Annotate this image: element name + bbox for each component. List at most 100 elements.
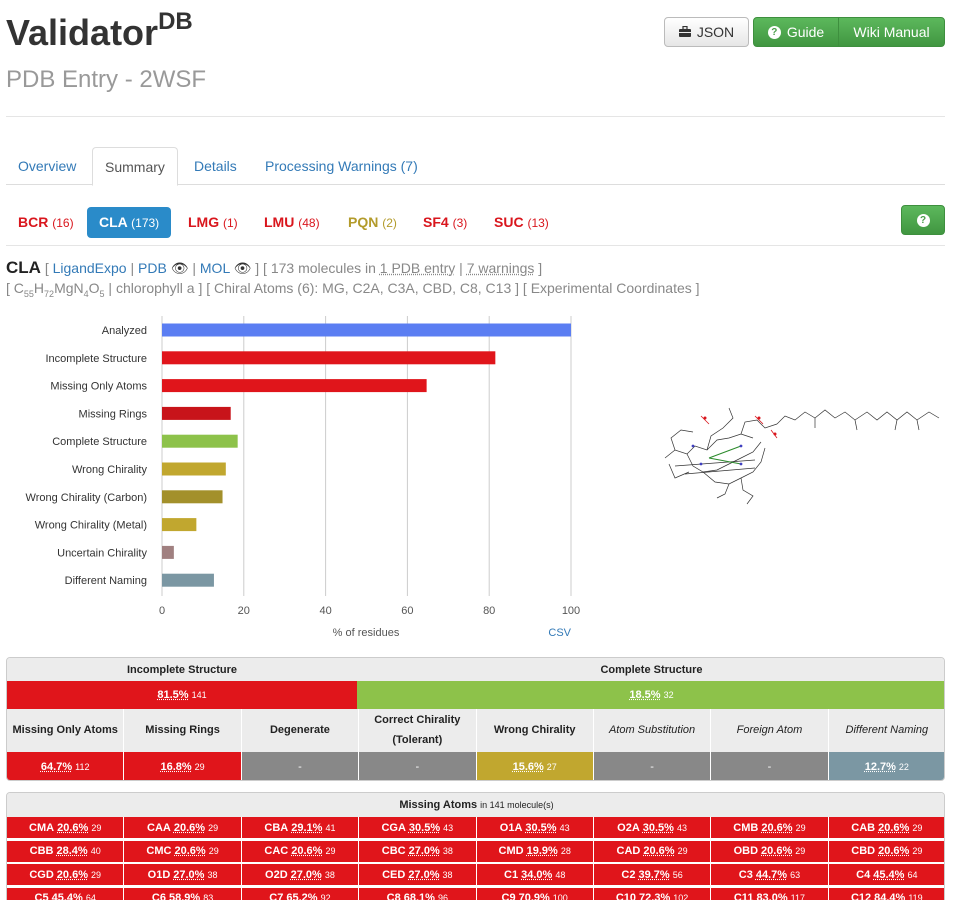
atom-percent: 20.6% [57,869,88,881]
summary-column-value[interactable]: 16.8% 29 [124,752,241,781]
atom-name: CGA [381,822,405,834]
guide-button[interactable]: ? Guide [753,17,839,47]
missing-atom-cell[interactable]: CBB 28.4% 40 [7,841,124,863]
missing-atom-cell[interactable]: CED 27.0% 38 [359,864,476,886]
chiral-atoms: Chiral Atoms (6): MG, C2A, C3A, CBD, C8,… [214,280,511,296]
ligand-divider [6,245,945,246]
bar [162,435,238,448]
missing-atom-cell[interactable]: CAB 20.6% 29 [829,817,945,839]
summary-count: 112 [75,762,89,772]
atom-count: 43 [560,823,570,833]
pdb-link[interactable]: PDB [138,260,167,276]
tab-processing-warnings[interactable]: Processing Warnings (7) [253,147,430,185]
atom-name: C9 [502,892,516,900]
summary-column-value[interactable]: 64.7% 112 [7,752,124,781]
atom-name: O2A [617,822,640,834]
ligandexpo-link[interactable]: LigandExpo [53,260,127,276]
missing-atom-cell[interactable]: CAC 20.6% 29 [242,841,359,863]
missing-atom-cell[interactable]: C11 83.0% 117 [711,888,828,900]
atom-count: 29 [91,870,101,880]
missing-atom-cell[interactable]: O2D 27.0% 38 [242,864,359,886]
missing-atom-cell[interactable]: CGA 30.5% 43 [359,817,476,839]
ligand-pill-cla[interactable]: CLA (173) [87,207,171,238]
summary-column-value[interactable]: 12.7% 22 [829,752,945,781]
atom-percent: 70.9% [519,892,550,900]
x-tick-label: 100 [562,605,580,617]
missing-atom-cell[interactable]: C5 45.4% 64 [7,888,124,900]
missing-atom-cell[interactable]: CBA 29.1% 41 [242,817,359,839]
tab-details[interactable]: Details [182,147,249,185]
atom-count: 38 [207,870,217,880]
ligand-pill-bcr[interactable]: BCR (16) [6,207,86,238]
molecules-count: 173 molecules in [271,260,376,276]
summary-column-value[interactable]: 15.6% 27 [477,752,594,781]
category-label: Complete Structure [52,436,147,448]
missing-atom-cell[interactable]: O2A 30.5% 43 [594,817,711,839]
missing-atom-cell[interactable]: C4 45.4% 64 [829,864,945,886]
ligand-pill-suc[interactable]: SUC (13) [482,207,561,238]
summary-column-value: - [711,752,828,781]
missing-atom-cell[interactable]: C3 44.7% 63 [711,864,828,886]
wiki-manual-button[interactable]: Wiki Manual [838,17,945,47]
tab-summary[interactable]: Summary [92,147,178,186]
molecule-structure-image [645,388,945,513]
missing-atom-cell[interactable]: O1A 30.5% 43 [477,817,594,839]
missing-atom-cell[interactable]: OBD 20.6% 29 [711,841,828,863]
complete-structure-header: Complete Structure [357,658,945,681]
warnings-link[interactable]: 7 warnings [467,260,535,276]
atom-percent: 30.5% [643,822,674,834]
pdb-entry-link[interactable]: 1 PDB entry [380,260,455,276]
missing-atom-cell[interactable]: CGD 20.6% 29 [7,864,124,886]
summary-column-header: Foreign Atom [711,709,828,752]
eye-icon[interactable]: 👁 [234,260,252,276]
mol-link[interactable]: MOL [200,260,230,276]
atom-percent: 30.5% [525,822,556,834]
atom-name: C1 [504,869,518,881]
missing-atom-cell[interactable]: CMC 20.6% 29 [124,841,241,863]
x-tick-label: 80 [483,605,495,617]
csv-link[interactable]: CSV [548,627,571,639]
atom-name: C11 [734,892,754,900]
json-button[interactable]: JSON [664,17,749,47]
ligand-pill-lmg[interactable]: LMG (1) [176,207,250,238]
missing-atom-cell[interactable]: CBD 20.6% 29 [829,841,945,863]
help-button[interactable]: ? [901,205,945,235]
ligand-pill-lmu[interactable]: LMU (48) [252,207,332,238]
summary-column-header: Missing Only Atoms [7,709,124,752]
summary-column-header: Missing Rings [124,709,241,752]
x-tick-label: 20 [238,605,250,617]
missing-atom-cell[interactable]: CMA 20.6% 29 [7,817,124,839]
summary-percent: 15.6% [513,761,544,773]
missing-atom-cell[interactable]: CAD 20.6% 29 [594,841,711,863]
missing-atom-cell[interactable]: C7 65.2% 92 [242,888,359,900]
ligand-pill-pqn[interactable]: PQN (2) [336,207,409,238]
atom-name: CBC [382,845,406,857]
missing-atom-cell[interactable]: O1D 27.0% 38 [124,864,241,886]
missing-atom-cell[interactable]: C12 84.4% 119 [829,888,945,900]
missing-atom-cell[interactable]: C6 58.9% 83 [124,888,241,900]
atom-percent: 20.6% [174,822,205,834]
missing-atom-cell[interactable]: CAA 20.6% 29 [124,817,241,839]
summary-column-value: - [242,752,359,781]
atom-percent: 44.7% [756,869,787,881]
missing-atom-cell[interactable]: C10 72.3% 102 [594,888,711,900]
missing-atom-cell[interactable]: C1 34.0% 48 [477,864,594,886]
incomplete-structure-value[interactable]: 81.5% 141 [7,681,357,709]
missing-atom-cell[interactable]: C8 68.1% 96 [359,888,476,900]
tab-overview[interactable]: Overview [6,147,88,185]
guide-button-label: Guide [787,24,824,40]
missing-atom-cell[interactable]: C9 70.9% 100 [477,888,594,900]
page-subtitle: PDB Entry - 2WSF [6,66,206,94]
missing-atom-cell[interactable]: C2 39.7% 56 [594,864,711,886]
eye-icon[interactable]: 👁 [171,260,189,276]
summary-count: 29 [195,762,205,772]
missing-atom-cell[interactable]: CBC 27.0% 38 [359,841,476,863]
missing-atom-cell[interactable]: CMB 20.6% 29 [711,817,828,839]
atom-count: 100 [553,893,568,900]
atom-name: OBD [734,845,758,857]
bar [162,324,571,337]
atom-name: CBD [851,845,875,857]
missing-atom-cell[interactable]: CMD 19.9% 28 [477,841,594,863]
complete-structure-value[interactable]: 18.5% 32 [357,681,945,709]
ligand-pill-sf4[interactable]: SF4 (3) [411,207,479,238]
